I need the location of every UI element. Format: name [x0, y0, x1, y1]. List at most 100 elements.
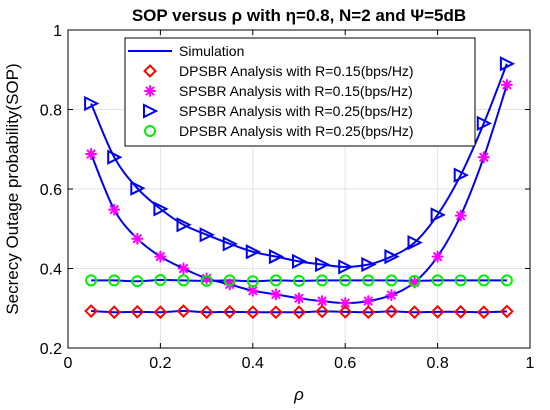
- data-point: [408, 274, 421, 287]
- asterisk-stroke: [294, 293, 304, 303]
- data-point: [454, 209, 467, 222]
- data-point: [108, 274, 121, 287]
- data-point: [385, 289, 398, 302]
- asterisk-stroke: [248, 286, 258, 296]
- data-point: [154, 274, 167, 287]
- data-point: [362, 295, 375, 308]
- legend-marker: [144, 85, 156, 97]
- simulation-curve: [90, 63, 508, 268]
- x-tick-label: 0.8: [426, 355, 448, 372]
- data-point: [84, 95, 100, 112]
- data-point: [361, 256, 377, 273]
- chart-title: SOP versus ρ with η=0.8, N=2 and Ψ=5dB: [132, 6, 466, 25]
- data-point: [154, 250, 167, 263]
- asterisk-stroke: [109, 205, 119, 215]
- data-point: [292, 305, 306, 320]
- simulation-curve: [91, 310, 507, 314]
- data-point: [107, 149, 123, 165]
- data-point: [316, 274, 329, 287]
- data-point: [130, 304, 145, 319]
- data-point: [499, 56, 516, 72]
- data-point: [315, 256, 331, 273]
- y-tick-label: 0.8: [40, 103, 62, 120]
- data-point: [176, 217, 192, 233]
- x-tick-label: 0.2: [149, 355, 171, 372]
- data-point: [268, 248, 285, 265]
- legend: Simulation DPSBR Analysis with R=0.15(bps…: [124, 37, 476, 147]
- legend-label: DPSBR Analysis with R=0.25(bps/Hz): [179, 123, 414, 139]
- asterisk-stroke: [433, 252, 443, 262]
- legend-marker: [143, 103, 159, 119]
- legend-label: DPSBR Analysis with R=0.15(bps/Hz): [179, 63, 414, 79]
- y-tick-label: 1: [53, 23, 62, 40]
- data-point: [108, 203, 121, 216]
- data-point: [476, 305, 491, 320]
- data-point: [500, 274, 513, 287]
- data-point: [431, 274, 444, 287]
- data-point: [477, 151, 490, 164]
- data-point: [338, 259, 354, 275]
- legend-label: SPSBR Analysis with R=0.25(bps/Hz): [179, 103, 413, 119]
- data-point: [177, 274, 190, 287]
- data-point: [362, 274, 375, 287]
- data-point: [292, 253, 308, 269]
- x-tick-label: 1: [526, 355, 535, 372]
- data-point: [431, 250, 444, 263]
- data-point: [338, 304, 353, 319]
- data-point: [199, 227, 215, 243]
- data-point: [407, 235, 423, 251]
- data-point: [176, 304, 191, 318]
- data-point: [130, 180, 146, 196]
- data-point: [430, 304, 445, 319]
- data-point: [385, 274, 398, 287]
- data-point: [500, 78, 513, 91]
- asterisk-stroke: [132, 234, 142, 244]
- data-point: [315, 304, 330, 319]
- asterisk-stroke: [86, 149, 96, 159]
- legend-marker: [144, 125, 156, 137]
- data-point: [453, 304, 468, 319]
- data-point: [222, 304, 237, 319]
- legend-box: [124, 37, 476, 147]
- data-point: [107, 305, 122, 320]
- asterisk-stroke: [340, 298, 350, 308]
- asterisk-stroke: [271, 289, 281, 299]
- data-point: [268, 305, 283, 320]
- simulation-curve: [91, 279, 507, 283]
- data-point: [199, 305, 214, 320]
- x-tick-label: 0.6: [334, 355, 356, 372]
- y-tick-label: 0.4: [40, 262, 62, 279]
- data-point: [131, 232, 144, 245]
- y-axis-label: Secrecy Outage probability(SOP): [3, 63, 22, 314]
- data-point: [477, 274, 490, 287]
- data-point: [269, 274, 282, 287]
- asterisk-stroke: [145, 86, 155, 96]
- data-point: [454, 274, 467, 287]
- asterisk-stroke: [317, 296, 327, 306]
- data-point: [339, 274, 352, 287]
- tick-layer: 0 0.2 0.4 0.6 0.8 10.20.40.60.81: [40, 23, 535, 372]
- data-point: [245, 244, 262, 260]
- legend-label: Simulation: [179, 43, 244, 59]
- data-point: [384, 304, 399, 319]
- data-point: [131, 275, 144, 288]
- data-point: [384, 248, 400, 265]
- asterisk-stroke: [155, 252, 165, 262]
- legend-label: SPSBR Analysis with R=0.15(bps/Hz): [179, 83, 413, 99]
- data-point: [430, 207, 446, 223]
- data-point: [84, 304, 99, 318]
- data-point: [293, 292, 305, 305]
- data-point: [246, 275, 259, 288]
- data-point: [476, 115, 493, 132]
- data-point: [222, 236, 238, 252]
- y-tick-label: 0.2: [40, 341, 62, 358]
- legend-marker: [143, 64, 157, 78]
- asterisk-stroke: [386, 290, 396, 300]
- data-point: [269, 288, 282, 301]
- data-point: [85, 274, 98, 287]
- asterisk-stroke: [363, 296, 373, 306]
- x-axis-label: ρ: [293, 385, 304, 404]
- data-point: [407, 305, 422, 320]
